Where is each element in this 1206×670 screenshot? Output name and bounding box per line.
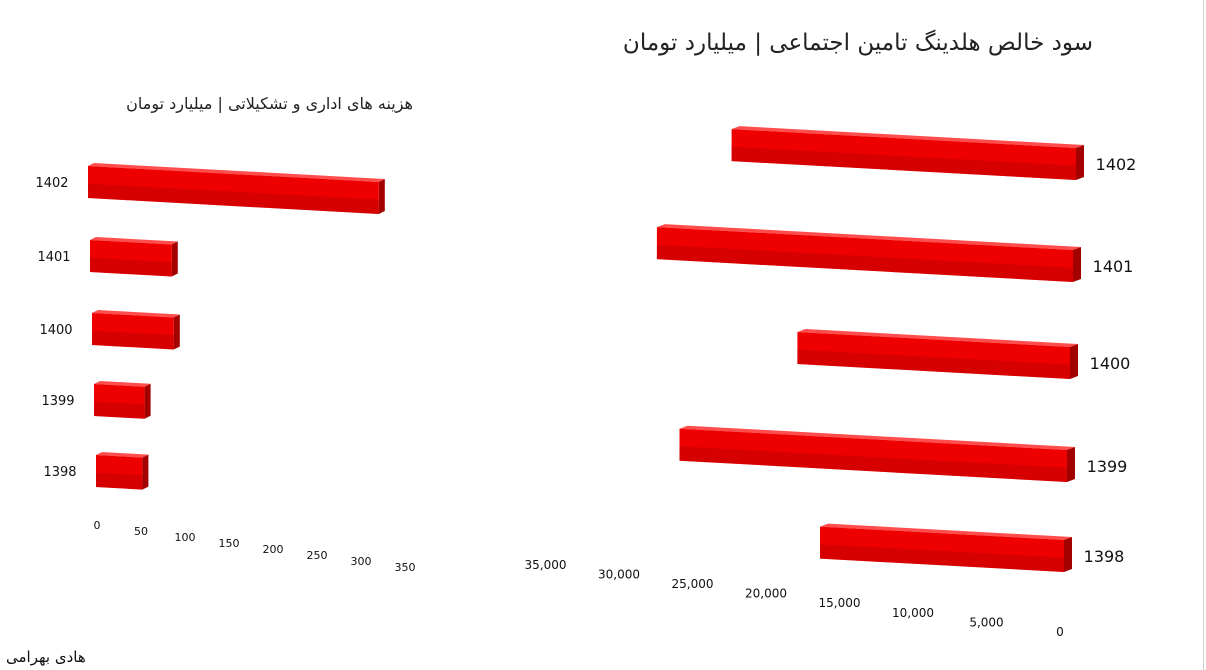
net-profit-bar-1399 bbox=[679, 425, 1075, 482]
admin-expenses-tick-label: 100 bbox=[175, 531, 196, 544]
net-profit-category-label: 1398 bbox=[1084, 547, 1125, 566]
net-profit-tick-label: 5,000 bbox=[969, 615, 1003, 629]
net-profit-bar-1402 bbox=[731, 126, 1084, 180]
net-profit-tick-label: 0 bbox=[1056, 625, 1064, 639]
admin-expenses-tick-label: 250 bbox=[307, 549, 328, 562]
admin-expenses-category-label: 1401 bbox=[37, 250, 70, 265]
net-profit-category-label: 1400 bbox=[1090, 354, 1131, 373]
admin-expenses-category-label: 1398 bbox=[43, 465, 76, 480]
net-profit-bar-1401 bbox=[656, 224, 1081, 282]
admin-expenses-category-label: 1402 bbox=[35, 176, 68, 191]
admin-expenses-tick-label: 300 bbox=[351, 555, 372, 568]
net-profit-category-label: 1401 bbox=[1093, 257, 1134, 276]
admin-expenses-category-label: 1400 bbox=[39, 323, 72, 338]
admin-expenses-category-label: 1399 bbox=[41, 394, 74, 409]
net-profit-chart-title: سود خالص هلدینگ تامین اجتماعی | میلیارد … bbox=[622, 30, 1093, 56]
admin-expenses-tick-label: 150 bbox=[219, 537, 240, 550]
admin-expenses-bar-1401 bbox=[90, 237, 178, 277]
net-profit-tick-label: 10,000 bbox=[892, 606, 934, 620]
admin-expenses-tick-label: 50 bbox=[134, 525, 148, 538]
net-profit-tick-label: 20,000 bbox=[745, 587, 787, 601]
net-profit-chart: 1402 1401 1400 1399 1398 0 5,000 10,000 15,000 20… bbox=[525, 126, 1137, 639]
admin-expenses-bar-1398 bbox=[96, 452, 149, 490]
net-profit-tick-label: 25,000 bbox=[672, 577, 714, 591]
author-credit: هادی بهرامی bbox=[6, 648, 86, 666]
admin-expenses-tick-label: 350 bbox=[395, 561, 416, 574]
net-profit-tick-label: 15,000 bbox=[819, 596, 861, 610]
net-profit-bar-1400 bbox=[797, 329, 1078, 379]
admin-expenses-chart-title: هزینه های اداری و تشکیلاتی | میلیارد توم… bbox=[126, 94, 413, 113]
admin-expenses-bar-1400 bbox=[92, 310, 180, 350]
admin-expenses-chart: 1402 1401 1400 1399 1398 0 50 100 150 200 250 300 35… bbox=[35, 163, 416, 574]
net-profit-category-label: 1402 bbox=[1096, 155, 1137, 174]
admin-expenses-bar-1399 bbox=[94, 381, 151, 419]
admin-expenses-tick-label: 200 bbox=[263, 543, 284, 556]
admin-expenses-tick-label: 0 bbox=[94, 519, 101, 532]
page-right-border bbox=[1203, 0, 1204, 670]
net-profit-tick-label: 30,000 bbox=[598, 567, 640, 581]
net-profit-category-label: 1399 bbox=[1087, 457, 1128, 476]
net-profit-bar-1398 bbox=[820, 523, 1072, 572]
net-profit-tick-label: 35,000 bbox=[525, 558, 567, 572]
admin-expenses-bar-1402 bbox=[88, 163, 385, 214]
